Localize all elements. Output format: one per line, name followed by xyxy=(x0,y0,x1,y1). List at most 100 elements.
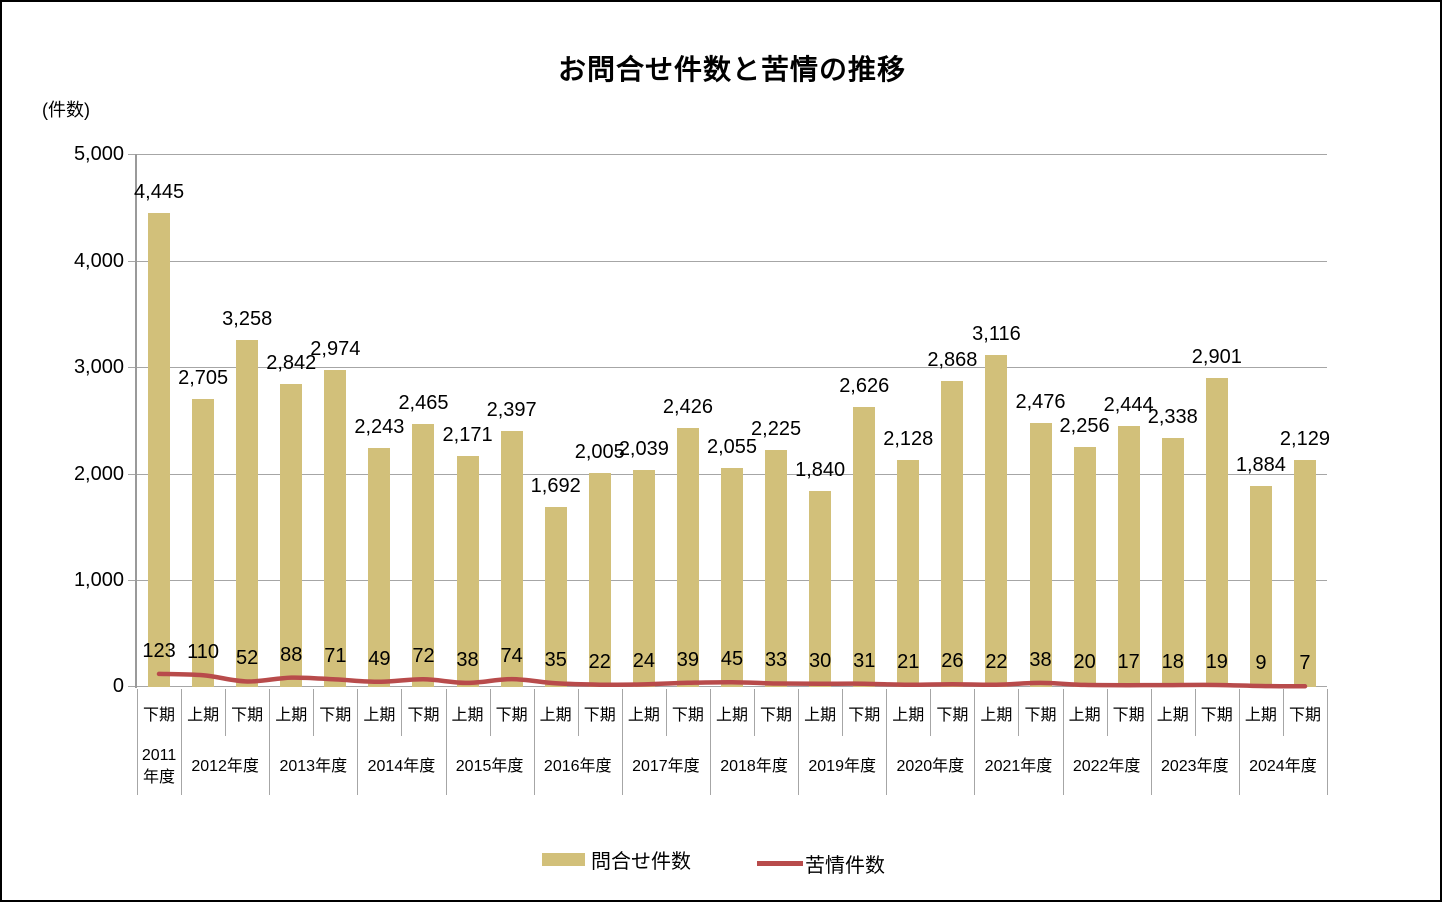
category-period-label: 下期 xyxy=(231,707,264,724)
bar-value-label: 2,476 xyxy=(1015,391,1066,414)
bar-value-label: 2,397 xyxy=(486,399,537,422)
category-year-label: 2013年度 xyxy=(279,758,348,776)
bar xyxy=(544,506,567,687)
legend-bar-label: 問合せ件数 xyxy=(591,851,691,873)
bar-value-label: 4,445 xyxy=(134,181,185,204)
category-cell-separator xyxy=(1018,689,1020,736)
line-value-label: 110 xyxy=(187,641,220,664)
bar xyxy=(632,469,655,687)
category-period-label: 下期 xyxy=(760,707,793,724)
bar-value-label: 2,868 xyxy=(927,349,978,372)
category-period-label: 下期 xyxy=(407,707,440,724)
category-period-label: 上期 xyxy=(1156,707,1189,724)
bar xyxy=(1161,437,1184,687)
line-value-label: 30 xyxy=(809,649,832,672)
category-period-label: 上期 xyxy=(1068,707,1101,724)
line-value-label: 24 xyxy=(632,650,655,673)
line-value-label: 33 xyxy=(764,649,788,672)
bar-value-label: 2,055 xyxy=(706,435,758,458)
bar xyxy=(765,449,788,687)
category-period-label: 下期 xyxy=(583,707,616,724)
line-value-label: 88 xyxy=(280,643,303,666)
category-year-label: 2022年度 xyxy=(1072,758,1141,776)
bar xyxy=(500,431,523,687)
category-year-label: 2020年度 xyxy=(896,758,965,776)
bar-value-label: 2,842 xyxy=(266,352,317,375)
bar xyxy=(588,473,611,687)
bar-value-label: 2,225 xyxy=(751,417,802,440)
legend-bar-swatch xyxy=(542,853,585,866)
y-axis-line xyxy=(135,154,137,688)
bar xyxy=(897,460,920,687)
bar-value-label: 2,128 xyxy=(883,428,934,451)
bar xyxy=(148,213,171,687)
category-period-label: 下期 xyxy=(495,707,528,724)
category-period-label: 上期 xyxy=(980,707,1013,724)
legend-item-complaints: 苦情件数 xyxy=(757,849,885,878)
bar xyxy=(280,384,303,687)
category-period-label: 上期 xyxy=(892,707,925,724)
category-cell-separator xyxy=(1282,689,1284,736)
category-cell-separator xyxy=(1106,689,1108,736)
line-value-label: 74 xyxy=(500,645,523,668)
bar xyxy=(1249,486,1272,687)
y-tick-label: 1,000 xyxy=(73,569,124,591)
category-cell-separator xyxy=(930,689,932,736)
bar xyxy=(1117,426,1140,687)
bar xyxy=(324,369,347,687)
category-year-label: 2011年度 xyxy=(141,747,177,786)
bar xyxy=(676,428,699,687)
line-value-label: 26 xyxy=(941,650,964,673)
bar-value-label: 1,884 xyxy=(1235,454,1286,477)
y-tick-label: 0 xyxy=(112,675,124,697)
bar-value-label: 2,129 xyxy=(1279,428,1330,451)
bar xyxy=(985,354,1008,687)
bar-value-label: 2,901 xyxy=(1191,345,1242,368)
category-period-label: 上期 xyxy=(804,707,837,724)
category-group-separator xyxy=(137,689,138,795)
category-year-label: 2018年度 xyxy=(720,758,788,776)
line-value-label: 49 xyxy=(368,647,391,670)
category-group-separator xyxy=(798,689,800,795)
line-value-label: 71 xyxy=(324,645,347,668)
bar xyxy=(721,467,743,687)
category-cell-separator xyxy=(225,689,227,736)
line-value-label: 52 xyxy=(236,647,259,670)
category-year-label: 2024年度 xyxy=(1249,758,1317,776)
line-value-label: 9 xyxy=(1255,652,1267,675)
line-value-label: 18 xyxy=(1161,651,1184,674)
category-period-label: 上期 xyxy=(715,707,748,724)
legend-line-swatch xyxy=(757,861,803,866)
line-value-label: 123 xyxy=(142,639,176,662)
gridline xyxy=(137,367,1327,368)
category-period-label: 上期 xyxy=(275,707,308,724)
line-value-label: 72 xyxy=(412,645,435,668)
line-value-label: 19 xyxy=(1205,650,1228,673)
line-value-label: 38 xyxy=(456,648,479,671)
bar xyxy=(1293,460,1316,687)
category-group-separator xyxy=(533,689,535,795)
y-tick-mark xyxy=(128,686,137,687)
category-group-separator xyxy=(1062,689,1064,795)
category-group-separator xyxy=(269,689,271,795)
category-year-label: 2016年度 xyxy=(543,758,612,776)
category-group-separator xyxy=(974,689,976,795)
chart-title: お問合せ件数と苦情の推移 xyxy=(557,54,906,85)
bar-value-label: 3,116 xyxy=(972,322,1021,345)
gridline xyxy=(137,154,1327,155)
category-period-label: 上期 xyxy=(539,707,572,724)
category-year-label: 2023年度 xyxy=(1160,758,1229,776)
category-group-separator xyxy=(357,689,359,795)
category-period-label: 下期 xyxy=(936,707,969,724)
bar-value-label: 1,840 xyxy=(795,458,846,481)
line-value-label: 21 xyxy=(897,650,920,673)
category-cell-separator xyxy=(313,689,315,736)
line-value-label: 22 xyxy=(588,650,611,673)
category-period-label: 上期 xyxy=(363,707,396,724)
y-tick-label: 2,000 xyxy=(73,463,124,485)
category-year-label: 2012年度 xyxy=(191,758,259,776)
category-period-label: 下期 xyxy=(1200,707,1233,724)
bar xyxy=(1205,377,1228,687)
line-value-label: 20 xyxy=(1073,650,1096,673)
